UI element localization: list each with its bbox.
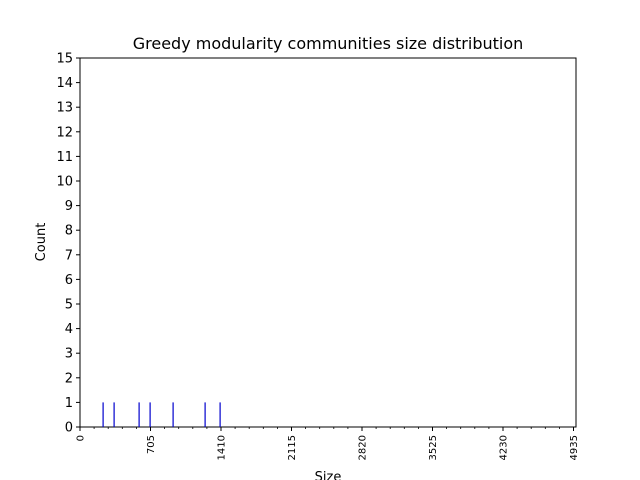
y-tick-label: 1 <box>65 396 73 411</box>
x-axis: 0 705 1410 2115 2820 3525 4230 4935 <box>76 427 580 460</box>
bar <box>102 402 104 427</box>
x-tick-label: 705 <box>146 435 157 454</box>
plot-area <box>79 57 577 428</box>
x-tick-label: 4230 <box>499 435 510 460</box>
x-tick-label: 2115 <box>287 435 298 460</box>
y-tick-label: 15 <box>56 52 73 67</box>
x-axis-label: Size <box>315 470 342 480</box>
bars <box>102 402 221 427</box>
bar <box>219 402 221 427</box>
y-tick-label: 14 <box>56 76 73 91</box>
y-tick-label: 3 <box>65 347 73 362</box>
x-tick-label: 3525 <box>428 435 439 460</box>
y-tick-label: 4 <box>65 322 73 337</box>
bar <box>113 402 115 427</box>
x-tick-label: 2820 <box>358 435 369 460</box>
y-tick-label: 6 <box>65 273 73 288</box>
x-tick-label: 4935 <box>569 435 580 460</box>
y-tick-label: 2 <box>65 371 73 386</box>
x-tick-label: 0 <box>76 435 87 441</box>
bar <box>149 402 151 427</box>
bar <box>172 402 174 427</box>
chart-title: Greedy modularity communities size distr… <box>133 34 524 53</box>
y-tick-label: 5 <box>65 298 73 313</box>
x-tick-label: 1410 <box>217 435 228 460</box>
y-tick-label: 0 <box>65 421 73 436</box>
y-tick-label: 7 <box>65 248 73 263</box>
bar <box>204 402 206 427</box>
y-tick-label: 13 <box>56 101 73 116</box>
y-tick-label: 9 <box>65 199 73 214</box>
y-tick-label: 12 <box>56 125 73 140</box>
y-tick-label: 10 <box>56 175 73 190</box>
y-tick-label: 8 <box>65 224 73 239</box>
y-axis-label: Count <box>34 223 49 262</box>
y-tick-label: 11 <box>56 150 73 165</box>
bar <box>138 402 140 427</box>
